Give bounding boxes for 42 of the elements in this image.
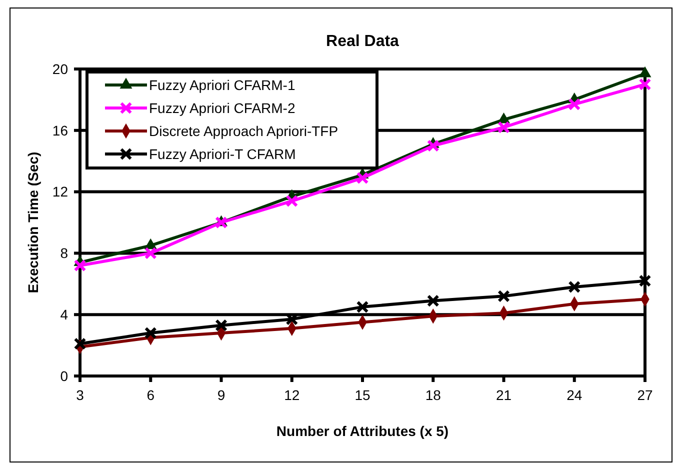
point (74, 259, 86, 272)
legend-label: Fuzzy Apriori CFARM-1 (149, 76, 296, 93)
point (638, 274, 652, 288)
x-tick-label: 27 (637, 387, 653, 403)
x-tick-label: 12 (284, 387, 300, 403)
x-tick-label: 24 (566, 387, 582, 403)
point (74, 338, 86, 350)
y-tick-label: 12 (52, 184, 68, 200)
x-tick-label: 3 (76, 387, 84, 403)
point (498, 121, 510, 134)
point (356, 172, 369, 184)
y-tick-label: 0 (60, 368, 68, 384)
legend-label: Fuzzy Apriori CFARM-2 (149, 100, 296, 116)
x-tick-label: 18 (425, 387, 442, 403)
point (639, 66, 651, 78)
y-tick-label: 4 (60, 306, 68, 322)
x-tick-label: 15 (354, 387, 370, 403)
point (144, 238, 156, 250)
legend-label: Discrete Approach Apriori-TFP (149, 122, 338, 139)
y-tick-label: 20 (52, 60, 68, 77)
point (498, 112, 510, 124)
x-axis-title: Number of Attributes (x 5) (276, 423, 449, 439)
point (498, 290, 510, 302)
point (568, 98, 581, 111)
legend-label: Fuzzy Apriori-T CFARM (149, 146, 296, 162)
point (426, 294, 440, 308)
point (638, 78, 652, 91)
point (568, 280, 581, 294)
x-tick-label: 21 (496, 387, 512, 403)
x-tick-label: 9 (217, 387, 226, 403)
x-tick-label: 6 (146, 387, 155, 403)
point (144, 246, 157, 260)
point (356, 300, 369, 314)
point (286, 194, 298, 208)
y-tick-label: 8 (60, 245, 68, 262)
point (215, 319, 228, 332)
y-tick-label: 16 (52, 122, 68, 138)
chart-title: Real Data (326, 33, 400, 50)
point (215, 216, 228, 229)
point (426, 140, 440, 152)
y-axis-title: Execution Time (Sec) (25, 152, 41, 294)
point (144, 326, 157, 340)
